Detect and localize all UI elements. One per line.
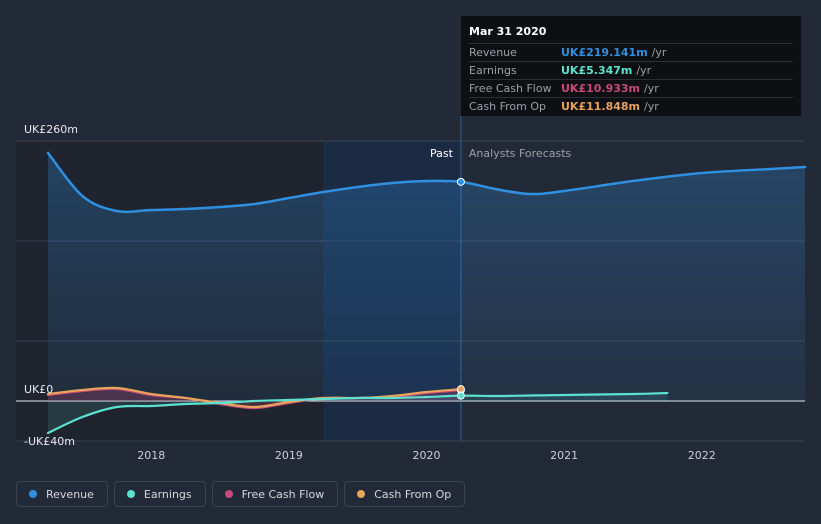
- x-tick-label: 2022: [688, 449, 716, 462]
- tooltip-series-value: UK£5.347m: [561, 64, 633, 77]
- legend-item-earnings[interactable]: Earnings: [113, 481, 206, 507]
- legend-label: Free Cash Flow: [241, 487, 325, 501]
- tooltip-series-unit: /yr: [644, 100, 659, 113]
- legend-dot-icon: [357, 490, 366, 498]
- tooltip-date: Mar 31 2020: [469, 25, 547, 38]
- tooltip-row: Cash From Op UK£11.848m/yr: [469, 97, 793, 115]
- y-axis-label: UK£260m: [24, 123, 78, 136]
- legend-dot-icon: [126, 490, 135, 498]
- legend-item-cash-from-op[interactable]: Cash From Op: [344, 481, 466, 507]
- tooltip-series-unit: /yr: [636, 64, 652, 77]
- tooltip-series-name: Cash From Op: [469, 100, 547, 113]
- revenue-area: [48, 153, 805, 401]
- legend-dot-icon: [224, 490, 233, 498]
- tooltip-series-unit: /yr: [644, 82, 659, 95]
- text-layer: UK£260m UK£0 -UK£40m 2018 2019 2020 2021 2022 Pa…: [24, 123, 716, 462]
- tooltip-row: Revenue UK£219.141m/yr: [469, 43, 793, 61]
- y-axis-label: UK£0: [24, 383, 53, 396]
- forecast-label: Analysts Forecasts: [469, 147, 572, 160]
- past-label: Past: [430, 147, 454, 160]
- tooltip-row: Free Cash Flow UK£10.933m/yr: [469, 79, 793, 97]
- earnings-marker: [456, 391, 465, 400]
- legend-item-free-cash-flow[interactable]: Free Cash Flow: [211, 481, 339, 507]
- y-axis-label: -UK£40m: [24, 435, 75, 448]
- tooltip-row: Earnings UK£5.347m/yr: [469, 61, 793, 79]
- earnings-line: [46, 391, 669, 435]
- legend-label: Revenue: [46, 487, 94, 501]
- tooltip-series-name: Free Cash Flow: [469, 82, 552, 95]
- tooltip-series-value: UK£10.933m: [561, 82, 641, 95]
- x-tick-label: 2019: [275, 449, 303, 462]
- revenue-marker: [456, 177, 465, 186]
- cash-from-op-line: [46, 386, 463, 409]
- x-tick-label: 2018: [137, 449, 165, 462]
- legend-item-revenue[interactable]: Revenue: [16, 481, 108, 507]
- line-layer: [46, 151, 807, 435]
- tooltip-series-value: UK£219.141m: [561, 46, 648, 59]
- tooltip-series-name: Earnings: [469, 64, 517, 77]
- x-tick-label: 2021: [550, 449, 578, 462]
- revenue-line: [46, 151, 807, 214]
- legend-label: Earnings: [143, 487, 192, 501]
- tooltip-series-value: UK£11.848m: [561, 100, 641, 113]
- tooltip-series-unit: /yr: [651, 46, 667, 59]
- tooltip: Mar 31 2020 Revenue UK£219.141m/yr Earning…: [461, 16, 801, 116]
- tooltip-series-name: Revenue: [469, 46, 517, 59]
- x-tick-label: 2020: [413, 449, 441, 462]
- legend-dot-icon: [29, 490, 37, 498]
- legend: Revenue Earnings Free Cash Flow Cash From O…: [16, 481, 466, 507]
- legend-label: Cash From Op: [374, 487, 452, 501]
- cash-from-op-marker: [456, 385, 465, 394]
- tooltip-rows: Revenue UK£219.141m/yr Earnings UK£5.347m/y…: [469, 43, 793, 115]
